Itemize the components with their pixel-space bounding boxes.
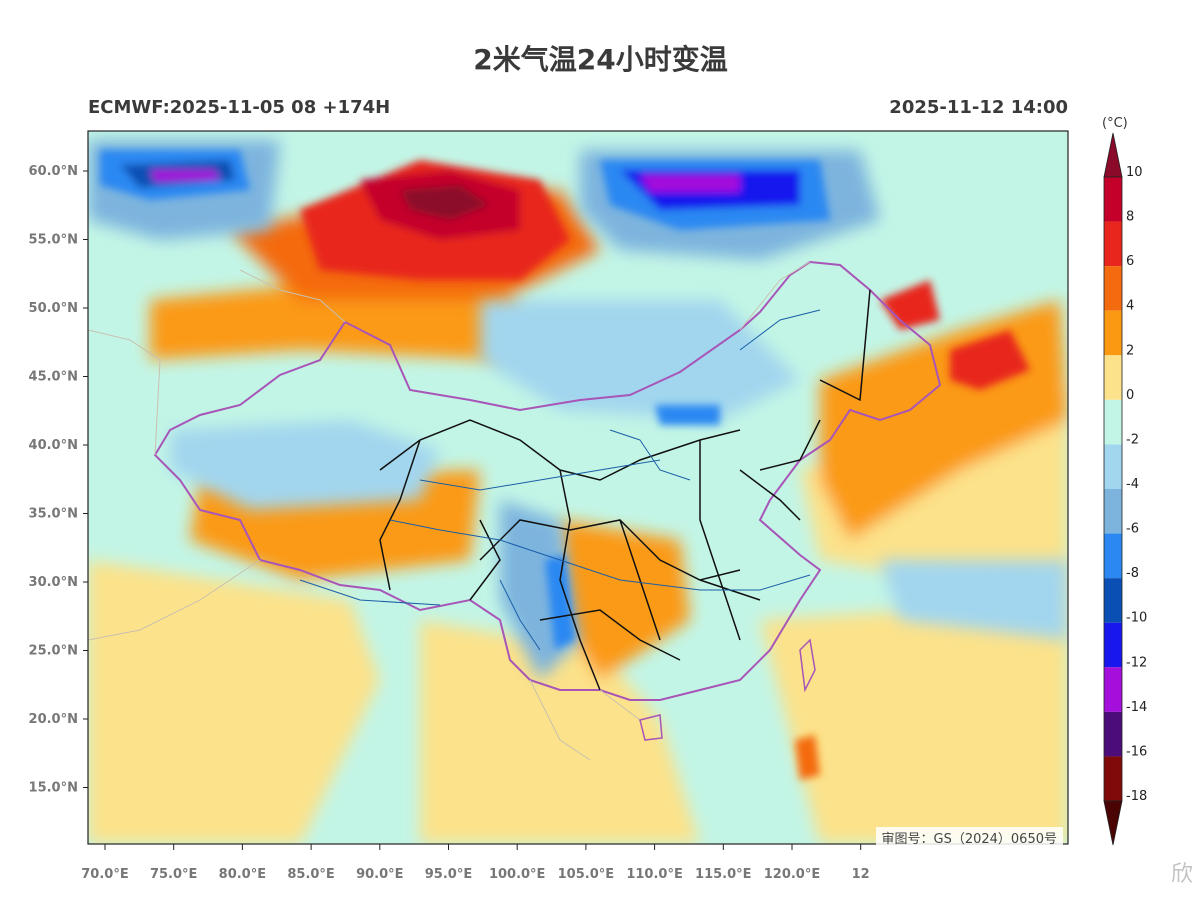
colorbar-tick-label: 6	[1126, 254, 1134, 269]
colorbar-segment	[1104, 667, 1122, 712]
colorbar-frame	[1103, 176, 1123, 802]
colorbar-tick-label: 10	[1126, 165, 1143, 180]
china-border	[153, 260, 942, 701]
colorbar-segment	[1104, 221, 1122, 267]
colorbar-segment	[1104, 489, 1122, 534]
boundary-lines	[88, 260, 942, 761]
colorbar-min-arrow	[1103, 800, 1123, 846]
colorbar-segment	[1104, 444, 1122, 489]
colorbar-tick-label: -12	[1126, 655, 1147, 670]
colorbar-tick-label: -6	[1126, 522, 1139, 537]
lat-tick-label: 40.0°N	[29, 438, 78, 453]
colorbar-segment	[1104, 578, 1122, 623]
colorbar-tick-label: 2	[1126, 343, 1134, 358]
colorbar-tick-label: -18	[1126, 789, 1147, 804]
lon-tick-label: 85.0°E	[287, 867, 334, 882]
longitude-axis: 70.0°E 75.0°E 80.0°E 85.0°E 90.0°E 95.0°E 100.…	[81, 844, 870, 882]
colorbar-tick-label: -10	[1126, 611, 1147, 626]
lon-tick-label: 120.0°E	[764, 867, 821, 882]
colorbar-segment	[1104, 399, 1122, 445]
colorbar: 10 8 6 4 2 0 -2 -4 -6 -8 -10 -12 -14 -16 -18	[1103, 132, 1147, 846]
lat-tick-label: 55.0°N	[29, 233, 78, 248]
plot-frame	[87, 130, 1069, 845]
country-lines	[88, 261, 811, 761]
lat-tick-label: 15.0°N	[29, 781, 78, 796]
latitude-axis: 60.0°N 55.0°N 50.0°N 45.0°N 40.0°N 35.0°N 30.0…	[29, 164, 88, 796]
colorbar-tick-label: -14	[1126, 700, 1147, 715]
map-approval-credit: 审图号：GS（2024）0650号	[875, 827, 1063, 848]
lon-tick-label: 100.0°E	[489, 867, 546, 882]
colorbar-segment	[1104, 622, 1122, 668]
colorbar-segment	[1104, 756, 1122, 801]
colorbar-segment	[1104, 355, 1122, 400]
lon-tick-label: 95.0°E	[425, 867, 472, 882]
lat-tick-label: 35.0°N	[29, 507, 78, 522]
lon-tick-label: 75.0°E	[150, 867, 197, 882]
colorbar-tick-label: -2	[1126, 432, 1139, 447]
colorbar-segment	[1104, 533, 1122, 579]
colorbar-segment	[1104, 177, 1122, 222]
lat-tick-label: 45.0°N	[29, 370, 78, 385]
lat-tick-label: 30.0°N	[29, 575, 78, 590]
lon-tick-label: 70.0°E	[81, 867, 128, 882]
colorbar-tick-label: 4	[1126, 299, 1134, 314]
colorbar-segment	[1104, 310, 1122, 356]
lon-tick-label: 105.0°E	[558, 867, 615, 882]
lon-tick-label: 90.0°E	[356, 867, 403, 882]
colorbar-tick-label: -16	[1126, 744, 1147, 759]
taiwan-hainan-coast	[639, 638, 816, 741]
lon-tick-label: 80.0°E	[219, 867, 266, 882]
lat-tick-label: 25.0°N	[29, 644, 78, 659]
colorbar-tick-label: 8	[1126, 210, 1134, 225]
colorbar-unit: (°C)	[1102, 116, 1128, 131]
lat-tick-label: 20.0°N	[29, 712, 78, 727]
valid-time-label: 2025-11-12 14:00	[889, 97, 1068, 118]
colorbar-segment	[1104, 266, 1122, 311]
map-title: 2米气温24小时变温	[473, 43, 728, 76]
lon-tick-label: 110.0°E	[626, 867, 683, 882]
lat-tick-label: 50.0°N	[29, 301, 78, 316]
lat-tick-label: 60.0°N	[29, 164, 78, 179]
province-lines	[379, 289, 871, 691]
colorbar-tick-label: 0	[1126, 388, 1134, 403]
colorbar-tick-label: -8	[1126, 566, 1139, 581]
watermark: 欣	[1170, 862, 1193, 887]
colorbar-max-arrow	[1103, 132, 1123, 178]
temperature-field	[88, 131, 1068, 844]
colorbar-segment	[1104, 711, 1122, 757]
lon-tick-label: 115.0°E	[695, 867, 752, 882]
colorbar-tick-label: -4	[1126, 477, 1139, 492]
rivers	[299, 309, 821, 651]
model-run-label: ECMWF:2025-11-05 08 +174H	[88, 97, 391, 118]
lon-tick-label: 12	[852, 867, 870, 882]
